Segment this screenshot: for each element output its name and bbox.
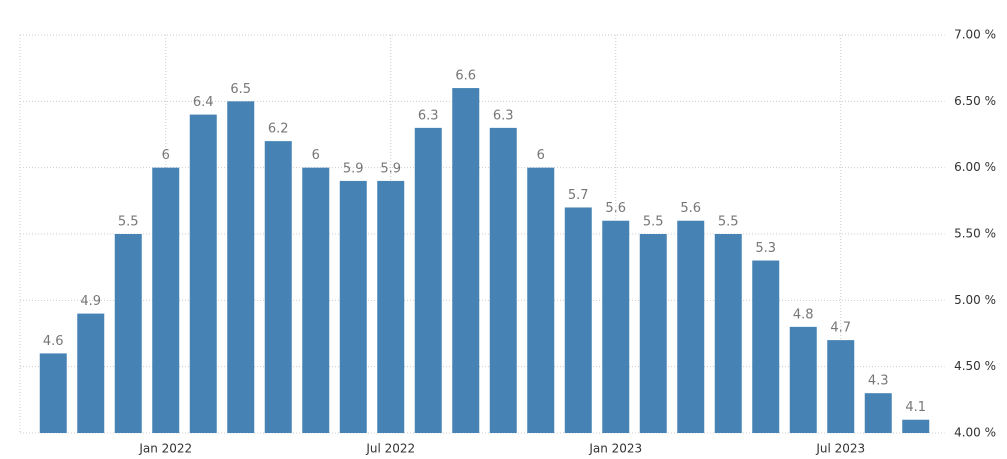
- bar: [864, 393, 892, 433]
- value-label: 4.1: [905, 400, 926, 415]
- value-label: 5.7: [568, 188, 589, 203]
- bar: [189, 114, 217, 433]
- bar: [152, 167, 180, 433]
- y-tick-label: 7.00 %: [954, 28, 996, 42]
- value-label: 6.3: [418, 108, 439, 123]
- value-label: 5.6: [605, 201, 626, 216]
- bar: [564, 207, 592, 433]
- value-label: 5.6: [680, 201, 701, 216]
- value-label: 4.9: [80, 294, 101, 309]
- value-label: 5.5: [643, 215, 664, 230]
- bar: [752, 260, 780, 433]
- bar: [452, 88, 480, 434]
- bar: [264, 141, 292, 433]
- value-label: 4.6: [43, 334, 64, 349]
- bar: [227, 101, 255, 433]
- bar: [827, 340, 855, 433]
- value-label: 6: [312, 148, 320, 163]
- value-label: 6.2: [268, 122, 289, 137]
- bar: [77, 313, 105, 433]
- bar: [714, 234, 742, 433]
- x-tick-label: Jul 2023: [815, 442, 865, 456]
- value-label: 6.4: [193, 95, 214, 110]
- y-tick-label: 4.00 %: [954, 426, 996, 440]
- y-tick-label: 5.00 %: [954, 293, 996, 307]
- bar: [39, 353, 67, 433]
- value-label: 5.5: [718, 215, 739, 230]
- bar: [414, 127, 442, 433]
- y-tick-label: 6.00 %: [954, 160, 996, 174]
- value-label: 4.3: [868, 374, 889, 389]
- value-label: 5.9: [380, 161, 401, 176]
- bar: [339, 180, 367, 433]
- x-tick-label: Jan 2023: [588, 442, 642, 456]
- bar: [377, 180, 405, 433]
- bar: [602, 220, 630, 433]
- value-label: 4.8: [793, 307, 814, 322]
- value-label: 5.3: [755, 241, 776, 256]
- y-tick-label: 5.50 %: [954, 227, 996, 241]
- bar: [489, 127, 517, 433]
- bar: [902, 419, 930, 433]
- bar: [789, 326, 817, 433]
- value-label: 6.5: [230, 82, 251, 97]
- bar: [114, 234, 142, 433]
- bar: [302, 167, 330, 433]
- y-tick-label: 6.50 %: [954, 94, 996, 108]
- bar: [677, 220, 705, 433]
- value-label: 6: [537, 148, 545, 163]
- x-tick-label: Jan 2022: [138, 442, 192, 456]
- bar: [527, 167, 555, 433]
- value-label: 5.5: [118, 215, 139, 230]
- value-label: 5.9: [343, 161, 364, 176]
- value-label: 6.3: [493, 108, 514, 123]
- value-label: 4.7: [830, 321, 851, 336]
- y-tick-label: 4.50 %: [954, 359, 996, 373]
- x-tick-label: Jul 2022: [365, 442, 415, 456]
- bar: [639, 234, 667, 433]
- value-label: 6: [162, 148, 170, 163]
- value-label: 6.6: [455, 69, 476, 84]
